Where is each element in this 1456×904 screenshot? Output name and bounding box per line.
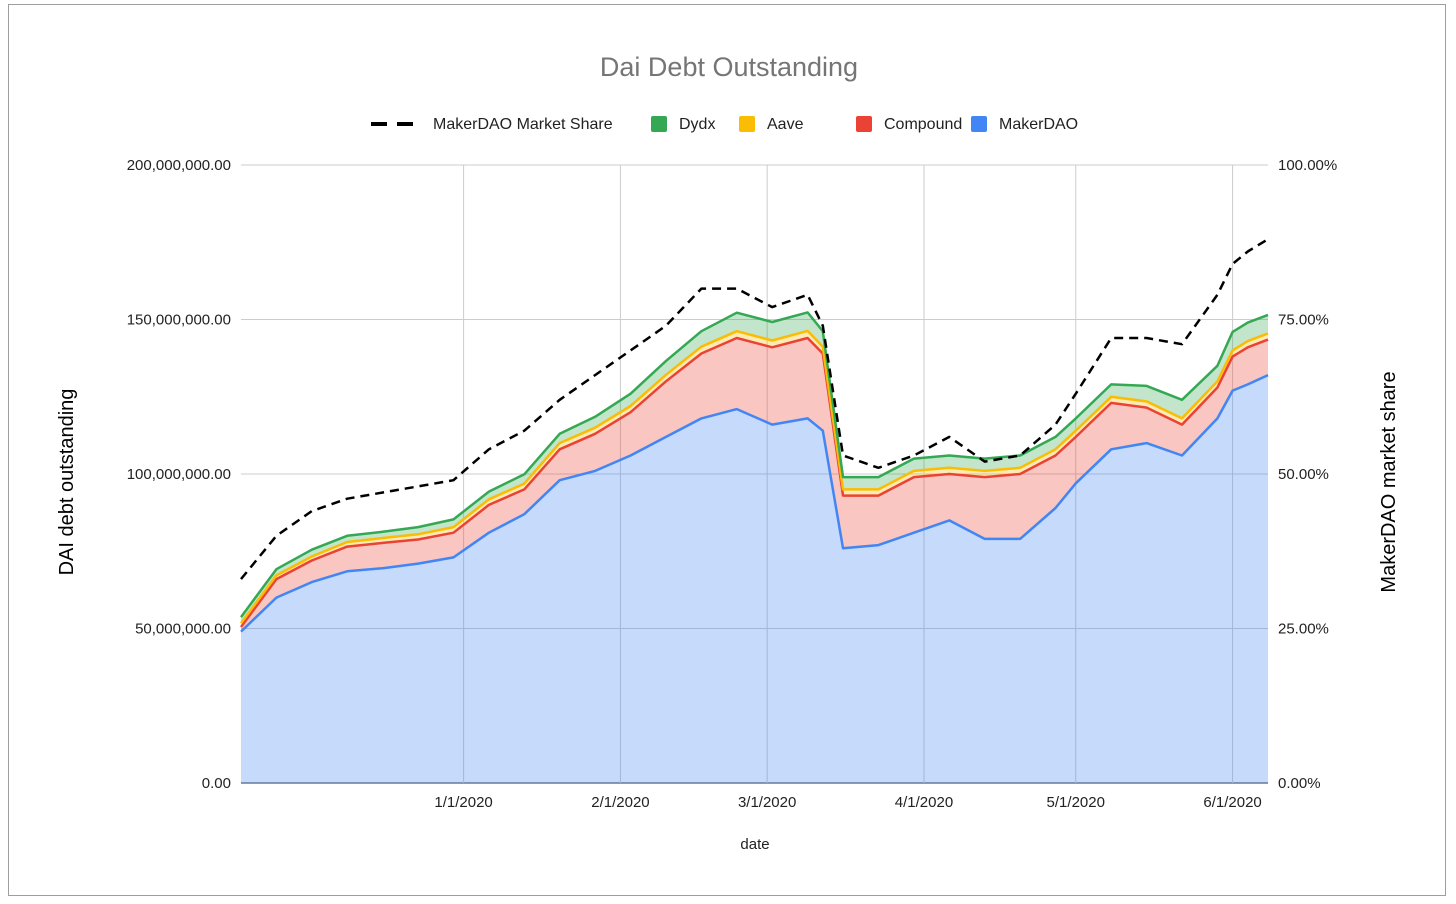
legend-swatch [651, 116, 667, 132]
legend-swatch [971, 116, 987, 132]
y2-tick-label: 75.00% [1278, 312, 1329, 329]
x-tick-label: 6/1/2020 [1203, 794, 1261, 811]
legend-swatch [739, 116, 755, 132]
x-axis-ticks: 1/1/2020 2/1/2020 3/1/2020 4/1/2020 5/1/2020… [434, 794, 1261, 811]
x-axis-title: date [740, 836, 769, 853]
legend-label: Dydx [679, 116, 715, 133]
y-axis-title: DAI debt outstanding [56, 389, 78, 576]
x-tick-label: 3/1/2020 [738, 794, 796, 811]
stacked-areas [241, 312, 1268, 783]
y2-tick-label: 50.00% [1278, 466, 1329, 483]
legend-item: Dydx [651, 116, 715, 133]
legend-item: Compound [856, 116, 962, 133]
y2-tick-label: 100.00% [1278, 157, 1337, 174]
gridlines [241, 164, 1268, 784]
line-makerdao-market-share [240, 238, 1269, 580]
legend-label: Aave [767, 116, 804, 133]
y-tick-label: 200,000,000.00 [127, 157, 231, 174]
legend-label: MakerDAO [999, 116, 1078, 133]
series-lines [239, 238, 1269, 633]
legend-item: Aave [739, 116, 804, 133]
y2-tick-label: 25.00% [1278, 621, 1329, 638]
chart-svg: Dai Debt Outstanding MakerDAO Market Sha… [56, 52, 1400, 853]
y2-tick-label: 0.00% [1278, 775, 1321, 792]
legend-label: MakerDAO Market Share [433, 116, 613, 133]
line-compound [239, 336, 1269, 628]
x-tick-label: 5/1/2020 [1047, 794, 1105, 811]
legend-label: Compound [884, 116, 962, 133]
area-makerdao [241, 375, 1268, 783]
x-tick-label: 1/1/2020 [434, 794, 492, 811]
chart-title: Dai Debt Outstanding [600, 52, 858, 82]
legend-item: MakerDAO Market Share [371, 116, 613, 133]
y-tick-label: 100,000,000.00 [127, 466, 231, 483]
legend: MakerDAO Market Share Dydx Aave Compound Mak… [371, 116, 1078, 133]
y2-axis-title: MakerDAO market share [1378, 371, 1400, 592]
line-aave [239, 329, 1269, 624]
line-dydx [239, 311, 1269, 618]
y-tick-label: 0.00 [202, 775, 231, 792]
y-tick-label: 150,000,000.00 [127, 312, 231, 329]
y2-axis-ticks: 0.00% 25.00% 50.00% 75.00% 100.00% [1278, 157, 1337, 792]
y-axis-ticks: 0.00 50,000,000.00 100,000,000.00 150,000,0… [127, 157, 231, 792]
legend-swatch [856, 116, 872, 132]
line-makerdao [240, 373, 1269, 633]
x-tick-label: 4/1/2020 [895, 794, 953, 811]
area-compound [241, 338, 1268, 632]
legend-item: MakerDAO [971, 116, 1078, 133]
chart-frame: Dai Debt Outstanding MakerDAO Market Sha… [8, 4, 1446, 896]
y-tick-label: 50,000,000.00 [135, 621, 231, 638]
x-tick-label: 2/1/2020 [591, 794, 649, 811]
